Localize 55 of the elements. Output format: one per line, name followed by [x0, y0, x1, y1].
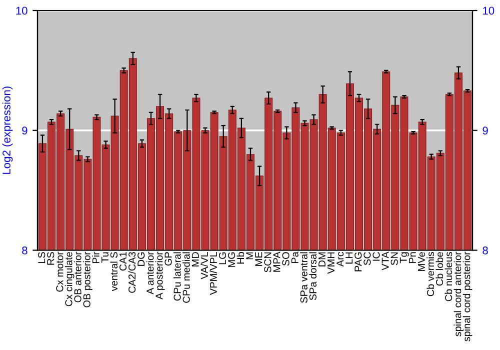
x-tick-label: SCN — [264, 252, 272, 272]
x-tick-label: OB anterior — [74, 252, 82, 302]
x-tick-label: A posterior — [155, 252, 165, 300]
x-tick-label: PAG — [354, 252, 362, 272]
x-tick-label: IC — [372, 252, 380, 261]
x-tick-label: VTA — [382, 252, 389, 270]
x-tick-label: OB posterior — [83, 252, 92, 308]
x-tick-label: Tg — [400, 252, 409, 264]
y-tick-label: 9 — [22, 126, 28, 135]
x-tick-label: CPu lateral — [173, 252, 181, 301]
y-tick-label: 10 — [16, 6, 28, 15]
x-tick-label: VA/VL — [200, 252, 208, 280]
x-tick-label: Cb vermis — [426, 252, 434, 296]
x-tick-label: spinal cord posterior — [462, 252, 472, 342]
y2-tick-label: 9 — [482, 126, 488, 135]
y-tick-label: 8 — [22, 246, 28, 254]
x-tick-label: CA2/CA3 — [128, 252, 136, 293]
x-tick-label: SPa ventral — [300, 252, 308, 303]
x-tick-label: SC — [364, 252, 371, 266]
x-tick-label: Arc — [336, 252, 344, 267]
x-tick-label: DM — [318, 252, 326, 266]
x-tick-label: LS — [38, 252, 46, 264]
x-tick-label: MG — [228, 252, 236, 267]
x-tick-label: SN — [390, 252, 398, 266]
x-tick-label: MVe — [418, 252, 425, 271]
x-tick-label: RS — [47, 252, 54, 265]
x-tick-label: M — [246, 252, 254, 260]
x-tick-label: Cb nucleus — [444, 252, 452, 302]
x-tick-label: VPM/VPL — [210, 252, 217, 295]
x-tick-label: MPA — [273, 252, 280, 272]
x-tick-label: Hb — [236, 252, 244, 264]
x-tick-label: LH — [346, 252, 353, 264]
x-tick-label: Cb lobe — [436, 252, 444, 286]
x-tick-label: Pa — [291, 252, 298, 264]
y-axis-title: Log2 (expression) — [2, 86, 13, 174]
x-tick-label: CPu medial — [182, 252, 190, 303]
x-tick-label: LG — [218, 252, 226, 264]
x-tick-label: ventral S — [110, 252, 118, 292]
y2-tick-label: 8 — [482, 246, 488, 254]
x-tick-label: CA1 — [119, 252, 127, 271]
x-tick-label: spinal cord anterior — [454, 252, 464, 336]
x-tick-label: Pir — [92, 252, 100, 264]
x-tick-label: SPa dorsal — [309, 252, 316, 300]
x-tick-label: Cx cingulate — [64, 252, 74, 306]
x-tick-label: ME — [255, 252, 262, 266]
x-tick-label: SO — [282, 252, 290, 266]
x-tick-label: Pn — [408, 252, 416, 264]
x-tick-label: VMH — [328, 252, 334, 274]
x-tick-label: MD — [192, 252, 199, 266]
x-tick-label: A anterior — [146, 252, 154, 294]
x-tick-label: DG — [138, 252, 145, 266]
y2-tick-label: 10 — [483, 6, 494, 15]
x-tick-label: Tu — [101, 252, 108, 263]
x-tick-label: GP — [164, 252, 172, 266]
x-tick-label: Cx motor — [56, 252, 64, 292]
